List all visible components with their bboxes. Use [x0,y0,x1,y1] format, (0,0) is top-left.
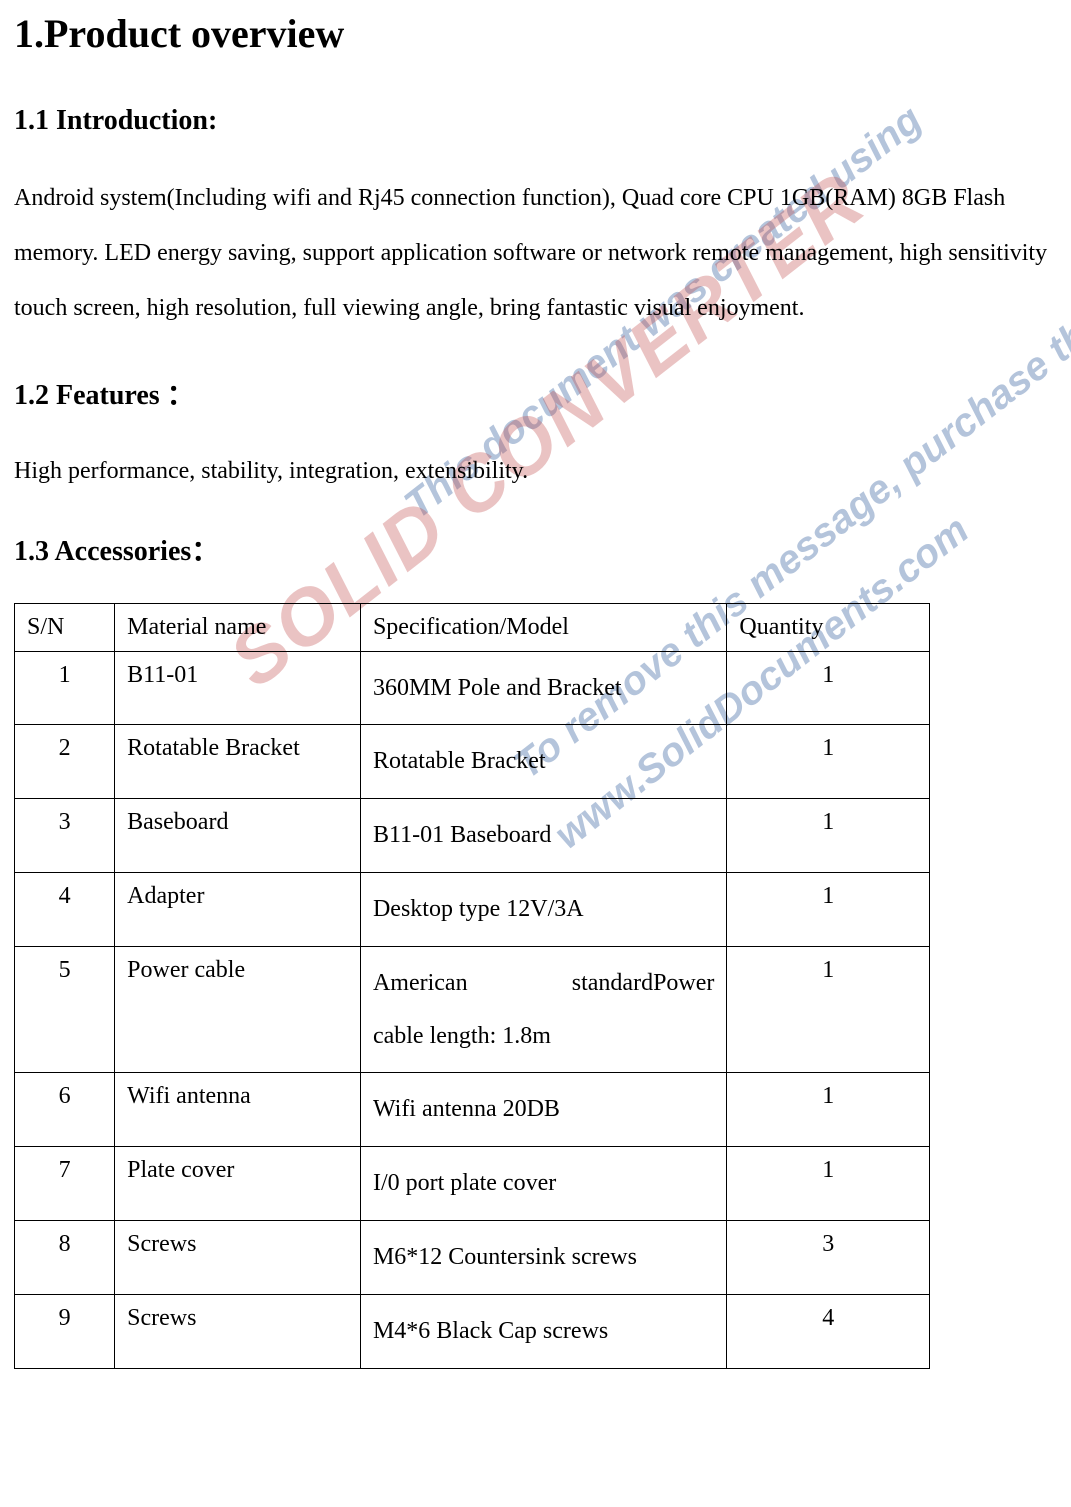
column-header-qty: Quantity [727,603,930,651]
cell-sn: 9 [15,1294,115,1368]
cell-spec: I/0 port plate cover [360,1147,726,1221]
cell-spec: B11-01 Baseboard [360,799,726,873]
accessories-table: S/N Material name Specification/Model Qu… [14,603,930,1369]
cell-sn: 6 [15,1073,115,1147]
cell-qty: 1 [727,946,930,1073]
heading-features: 1.2 Features ： [14,373,1057,413]
cell-qty: 1 [727,799,930,873]
table-row: 9 Screws M4*6 Black Cap screws 4 [15,1294,930,1368]
column-header-name: Material name [115,603,361,651]
table-row: 2 Rotatable Bracket Rotatable Bracket 1 [15,725,930,799]
features-body: High performance, stability, integration… [14,447,1057,495]
cell-sn: 2 [15,725,115,799]
cell-sn: 5 [15,946,115,1073]
column-header-spec: Specification/Model [360,603,726,651]
cell-sn: 1 [15,651,115,725]
cell-sn: 4 [15,872,115,946]
cell-name: Plate cover [115,1147,361,1221]
cell-qty: 1 [727,1147,930,1221]
table-row: 3 Baseboard B11-01 Baseboard 1 [15,799,930,873]
table-header-row: S/N Material name Specification/Model Qu… [15,603,930,651]
cell-name: Power cable [115,946,361,1073]
page-content: 1.Product overview 1.1 Introduction: And… [14,10,1057,1369]
cell-name: Baseboard [115,799,361,873]
cell-spec-part-a: American [373,970,468,996]
cell-sn: 7 [15,1147,115,1221]
cell-name: Screws [115,1294,361,1368]
cell-spec: Desktop type 12V/3A [360,872,726,946]
cell-spec: M6*12 Countersink screws [360,1220,726,1294]
cell-spec: 360MM Pole and Bracket [360,651,726,725]
table-row: 7 Plate cover I/0 port plate cover 1 [15,1147,930,1221]
cell-qty: 1 [727,1073,930,1147]
cell-name: Adapter [115,872,361,946]
cell-qty: 4 [727,1294,930,1368]
heading-accessories: 1.3 Accessories： [14,529,1057,569]
column-header-sn: S/N [15,603,115,651]
cell-name: Screws [115,1220,361,1294]
table-row: 8 Screws M6*12 Countersink screws 3 [15,1220,930,1294]
cell-name: B11-01 [115,651,361,725]
cell-spec: Rotatable Bracket [360,725,726,799]
cell-spec-part-b: standardPower [572,970,715,996]
table-row: 1 B11-01 360MM Pole and Bracket 1 [15,651,930,725]
cell-qty: 1 [727,651,930,725]
table-row: 4 Adapter Desktop type 12V/3A 1 [15,872,930,946]
cell-name: Wifi antenna [115,1073,361,1147]
cell-sn: 3 [15,799,115,873]
table-row: 5 Power cable American standardPower cab… [15,946,930,1073]
cell-spec-part-c: cable length: 1.8m [373,1023,551,1049]
cell-qty: 1 [727,872,930,946]
cell-sn: 8 [15,1220,115,1294]
heading-introduction: 1.1 Introduction: [14,105,1057,137]
cell-spec: M4*6 Black Cap screws [360,1294,726,1368]
cell-name: Rotatable Bracket [115,725,361,799]
cell-spec: Wifi antenna 20DB [360,1073,726,1147]
heading-product-overview: 1.Product overview [14,10,1057,57]
cell-qty: 1 [727,725,930,799]
introduction-body: Android system(Including wifi and Rj45 c… [14,171,1057,337]
cell-qty: 3 [727,1220,930,1294]
cell-spec: American standardPower cable length: 1.8… [360,946,726,1073]
table-row: 6 Wifi antenna Wifi antenna 20DB 1 [15,1073,930,1147]
